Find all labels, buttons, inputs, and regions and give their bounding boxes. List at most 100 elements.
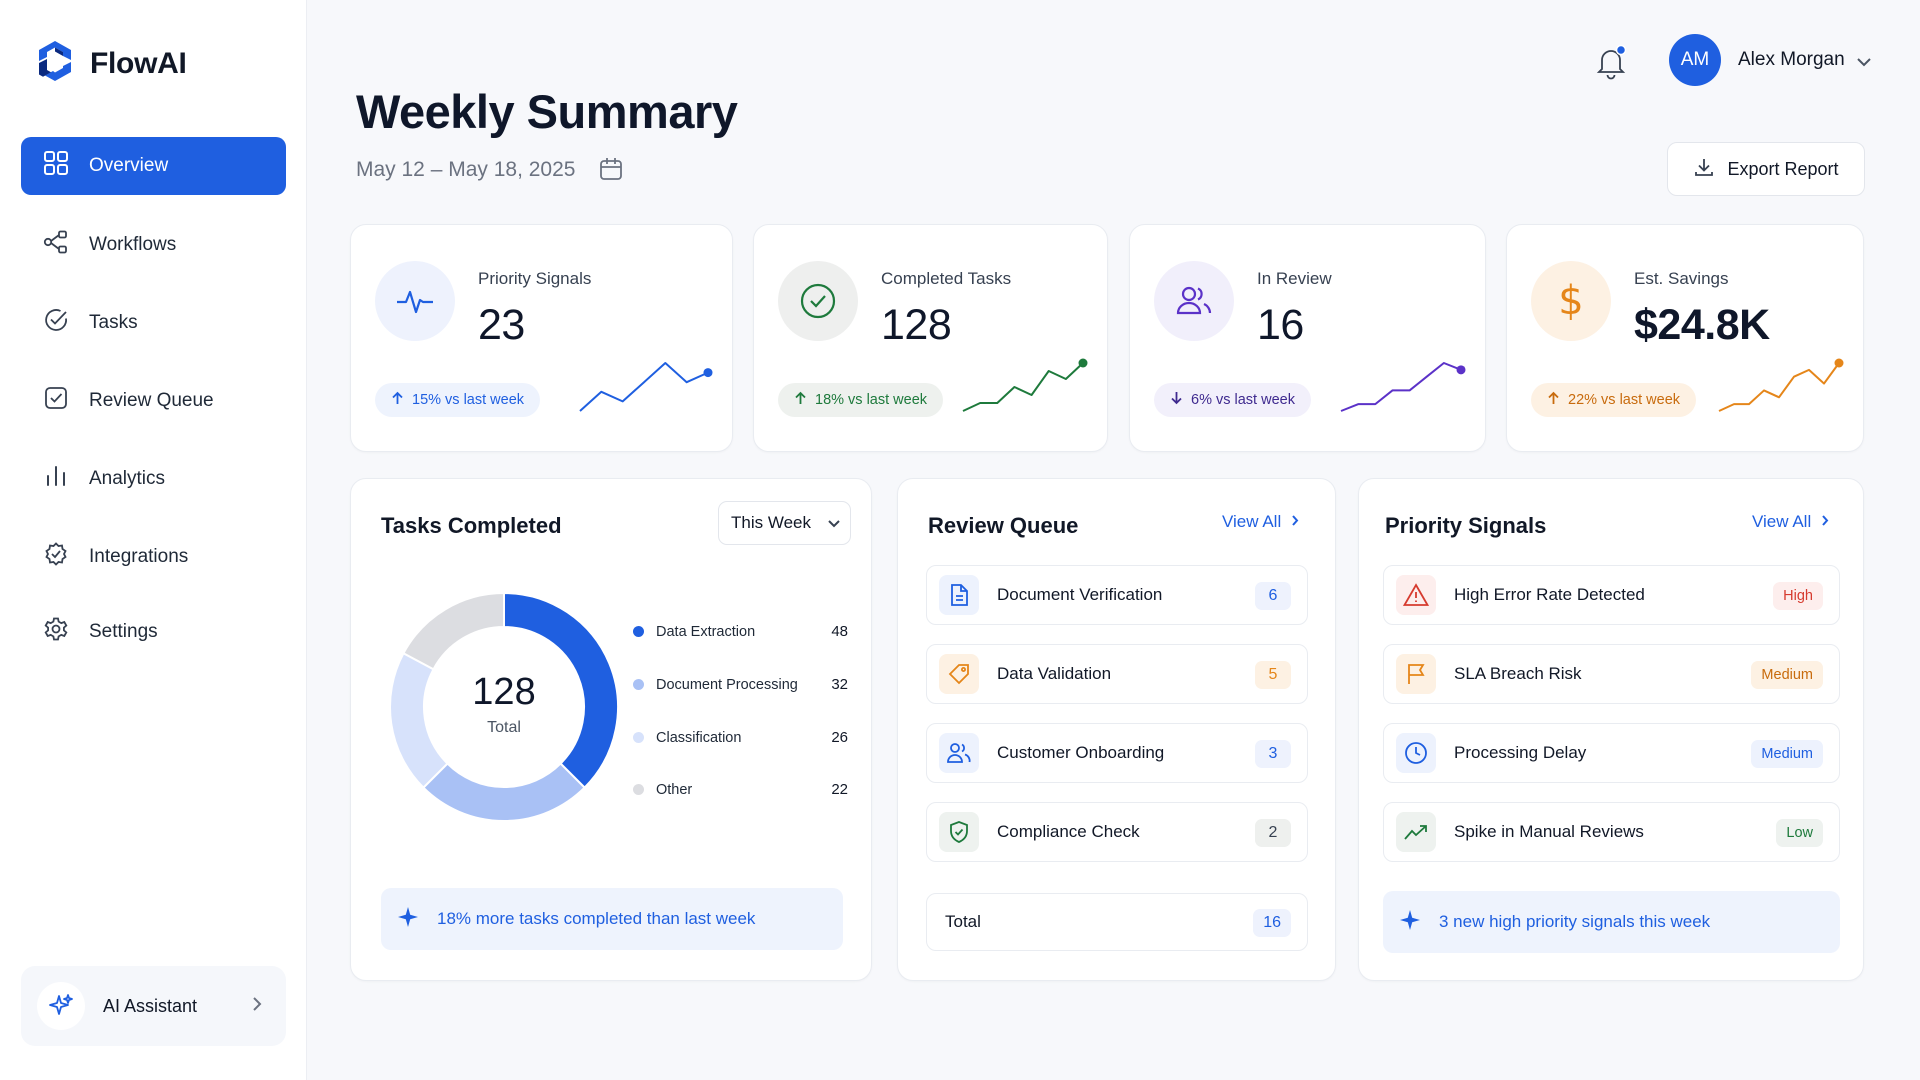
arrow-down-icon [1170,391,1183,409]
panel-title: Review Queue [928,513,1079,538]
priority-signal-item[interactable]: Processing Delay Medium [1383,723,1840,783]
avatar[interactable]: AM [1669,34,1721,86]
change-badge: 6% vs last week [1154,383,1311,417]
chevron-down-icon [827,513,841,533]
sparkline [579,362,713,412]
view-all-link[interactable]: View All [1222,512,1299,532]
donut-slice-data-extraction [503,591,619,790]
tag-icon [939,654,979,694]
sidebar-item-integrations[interactable]: Integrations [21,528,286,586]
severity-badge: Medium [1751,740,1823,768]
legend-dot [633,679,644,690]
trend-up-icon [1396,812,1436,852]
review-queue-panel: Review Queue View All Document Verificat… [897,478,1336,981]
priority-signal-item[interactable]: SLA Breach Risk Medium [1383,644,1840,704]
arrow-up-icon [1547,391,1560,409]
download-icon [1693,156,1715,183]
sparkline-end-point [703,368,713,378]
chevron-right-icon [1291,512,1299,532]
sparkline [1340,362,1466,412]
priority-signal-item[interactable]: Spike in Manual Reviews Low [1383,802,1840,862]
sidebar-item-settings[interactable]: Settings [21,603,286,661]
sidebar-item-overview[interactable]: Overview [21,137,286,195]
kpi-label: In Review [1257,269,1332,288]
shield-check-icon [939,812,979,852]
view-all-link[interactable]: View All [1752,512,1829,532]
priority-signal-item[interactable]: High Error Rate Detected High [1383,565,1840,625]
export-report-button[interactable]: Export Report [1667,142,1865,196]
sidebar: FlowAI Overview Workflows Tasks Review Q… [0,0,307,1080]
kpi-label: Est. Savings [1634,269,1729,288]
legend-label: Classification [656,729,742,746]
export-report-label: Export Report [1727,158,1839,179]
kpi-card-completed-tasks: Completed Tasks 128 18% vs last week [753,224,1108,452]
sidebar-item-review-queue[interactable]: Review Queue [21,372,286,430]
clock-icon [1396,733,1436,773]
legend-dot [633,784,644,795]
grid-icon [43,150,69,182]
donut-slice-other [402,591,505,671]
sparkle-icon [37,982,85,1030]
review-queue-item[interactable]: Customer Onboarding 3 [926,723,1308,783]
sparkline-end-point [1456,365,1466,375]
sparkline-end-point [1834,358,1844,368]
review-queue-total: Total 16 [926,893,1308,951]
signals-insight-note: 3 new high priority signals this week [1383,891,1840,953]
severity-badge: Low [1776,819,1823,847]
user-name[interactable]: Alex Morgan [1738,49,1845,70]
change-badge: 22% vs last week [1531,383,1697,417]
item-label: SLA Breach Risk [1454,664,1582,683]
review-queue-item[interactable]: Compliance Check 2 [926,802,1308,862]
sidebar-item-analytics[interactable]: Analytics [21,450,286,508]
kpi-card-in-review: In Review 16 6% vs last week [1129,224,1486,452]
kpi-label: Priority Signals [478,269,592,288]
priority-signals-panel: Priority Signals View All High Error Rat… [1358,478,1864,981]
item-label: Processing Delay [1454,743,1587,762]
puzzle-icon [43,541,69,573]
legend-value: 26 [831,729,848,746]
view-all-label: View All [1752,512,1812,531]
review-queue-item[interactable]: Document Verification 6 [926,565,1308,625]
bell-icon[interactable] [1594,44,1628,85]
sidebar-item-label: Settings [89,621,158,642]
review-queue-item[interactable]: Data Validation 5 [926,644,1308,704]
chevron-down-icon[interactable] [1856,54,1872,72]
sidebar-item-workflows[interactable]: Workflows [21,216,286,274]
panel-title: Priority Signals [1385,513,1547,538]
sidebar-item-label: Overview [89,155,169,176]
sidebar-item-label: Review Queue [89,390,214,411]
legend-value: 22 [831,781,848,798]
sparkline-path [962,362,1084,412]
flag-icon [1396,654,1436,694]
page-title: Weekly Summary [356,85,738,138]
users-icon [939,733,979,773]
tasks-completed-panel: Tasks Completed This Week 128 Total Data… [350,478,872,981]
period-select[interactable]: This Week [718,501,851,545]
legend-item: Document Processing 32 [633,676,848,693]
change-badge: 18% vs last week [778,383,944,417]
brand[interactable]: FlowAI [32,38,187,89]
severity-badge: Medium [1751,661,1823,689]
item-label: Compliance Check [997,822,1140,841]
kpi-value: 23 [478,301,525,349]
calendar-icon[interactable] [598,156,624,187]
item-label: Customer Onboarding [997,743,1165,762]
kpi-value: 16 [1257,301,1304,349]
sparkle-icon [1399,909,1421,936]
pulse-icon [375,261,455,341]
sidebar-item-tasks[interactable]: Tasks [21,294,286,352]
sparkle-icon [397,906,419,933]
insight-text: 3 new high priority signals this week [1439,912,1711,931]
check-circle-icon [778,261,858,341]
legend-dot [633,732,644,743]
count-badge: 5 [1255,661,1291,689]
ai-assistant-button[interactable]: AI Assistant [21,966,286,1046]
donut-chart: 128 Total [386,589,622,825]
total-count: 16 [1253,909,1291,937]
sidebar-item-label: Tasks [89,312,138,333]
kpi-card-priority-signals: Priority Signals 23 15% vs last week [350,224,733,452]
legend-item: Other 22 [633,781,848,798]
donut-slice-document-processing [421,762,587,822]
change-text: 15% vs last week [412,392,525,408]
change-text: 18% vs last week [815,392,928,408]
